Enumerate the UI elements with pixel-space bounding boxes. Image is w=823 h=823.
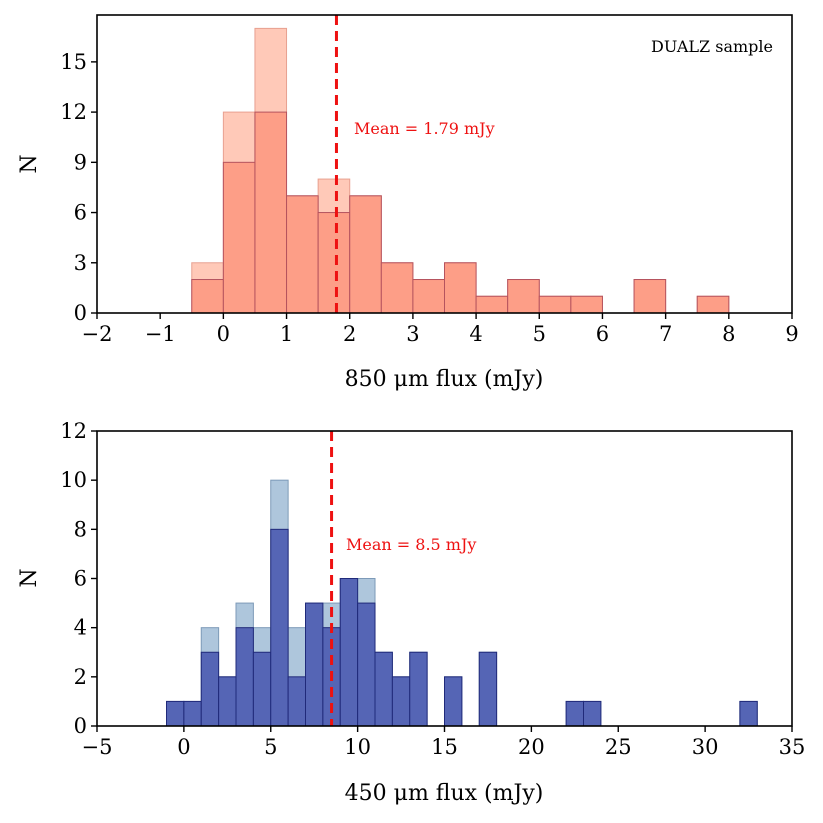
ytick-label: 10 — [60, 468, 87, 492]
bar-subset-8 — [444, 262, 477, 314]
xtick-label: 1 — [280, 322, 293, 346]
xtick-label: 9 — [785, 322, 798, 346]
xtick-label: −5 — [82, 735, 113, 759]
bars-450 — [166, 479, 758, 727]
mean-label-850: Mean = 1.79 mJy — [354, 119, 495, 138]
ytick-label: 15 — [60, 50, 87, 74]
ytick-label: 6 — [74, 567, 87, 591]
ytick-label: 2 — [74, 665, 87, 689]
ytick-label: 4 — [74, 616, 87, 640]
bar-subset-12 — [570, 295, 603, 314]
xtick-label: 0 — [217, 322, 230, 346]
bar-subset-3 — [286, 195, 319, 314]
bar-subset-6 — [380, 262, 414, 314]
xtick-label: 8 — [722, 322, 735, 346]
bar-subset-16 — [444, 676, 463, 727]
xtick-label: 20 — [518, 735, 545, 759]
bar-subset-9 — [475, 295, 509, 314]
bar-subset-1 — [222, 161, 256, 314]
xtick-label: 3 — [406, 322, 419, 346]
sample-annotation: DUALZ sample — [651, 37, 773, 56]
bar-subset-18 — [478, 651, 498, 727]
bar-subset-10 — [507, 279, 540, 314]
bar-subset-7 — [412, 279, 446, 314]
bar-subset-3 — [218, 676, 237, 727]
bar-subset-0 — [191, 279, 224, 314]
bar-subset-16 — [696, 295, 730, 314]
ytick-label: 0 — [74, 301, 87, 325]
xtick-label: 0 — [177, 735, 190, 759]
bar-subset-4 — [317, 212, 351, 314]
bar-subset-11 — [357, 602, 376, 727]
bar-subset-10 — [339, 578, 359, 727]
ylabel-450: N — [17, 568, 42, 587]
xtick-label: 30 — [692, 735, 719, 759]
xtick-label: 2 — [343, 322, 356, 346]
ytick-label: 6 — [74, 201, 87, 225]
bar-subset-2 — [254, 111, 288, 314]
ylabel-850: N — [17, 154, 42, 173]
xtick-label: −1 — [145, 322, 176, 346]
bar-subset-33 — [739, 700, 758, 727]
xtick-label: 25 — [605, 735, 632, 759]
bar-subset-5 — [252, 651, 272, 727]
xtick-label: 35 — [779, 735, 806, 759]
bar-subset-4 — [235, 627, 254, 727]
ytick-label: 12 — [60, 100, 87, 124]
xlabel-850: 850 μm flux (mJy) — [345, 367, 544, 392]
xtick-label: 5 — [264, 735, 277, 759]
bar-subset-23 — [565, 700, 585, 727]
axes-frame-450 — [96, 430, 793, 727]
bar-subset-13 — [391, 676, 411, 727]
xtick-label: 6 — [596, 322, 609, 346]
xtick-label: 5 — [533, 322, 546, 346]
ytick-label: 8 — [74, 517, 87, 541]
ytick-label: 3 — [74, 251, 87, 275]
bar-subset-12 — [374, 651, 393, 727]
bar-subset-24 — [583, 700, 602, 727]
ytick-label: 12 — [60, 419, 87, 443]
bar-subset-11 — [538, 295, 572, 314]
xtick-label: 10 — [344, 735, 371, 759]
bar-subset-0 — [166, 700, 185, 727]
axes-frame-850 — [96, 14, 793, 314]
bar-subset-7 — [287, 676, 307, 727]
xtick-label: 7 — [659, 322, 672, 346]
bar-subset-8 — [305, 602, 324, 727]
xtick-label: 4 — [469, 322, 482, 346]
ytick-label: 0 — [74, 714, 87, 738]
xlabel-450: 450 μm flux (mJy) — [345, 781, 544, 806]
bar-subset-5 — [349, 195, 382, 314]
xtick-label: −2 — [82, 322, 113, 346]
bar-subset-1 — [183, 700, 202, 727]
ytick-label: 9 — [74, 150, 87, 174]
bar-subset-14 — [409, 651, 428, 727]
bars-850 — [191, 27, 730, 314]
mean-label-450: Mean = 8.5 mJy — [346, 535, 476, 554]
xtick-label: 15 — [431, 735, 458, 759]
bar-subset-2 — [200, 651, 220, 727]
bar-subset-14 — [633, 279, 667, 314]
bar-subset-6 — [270, 528, 289, 727]
